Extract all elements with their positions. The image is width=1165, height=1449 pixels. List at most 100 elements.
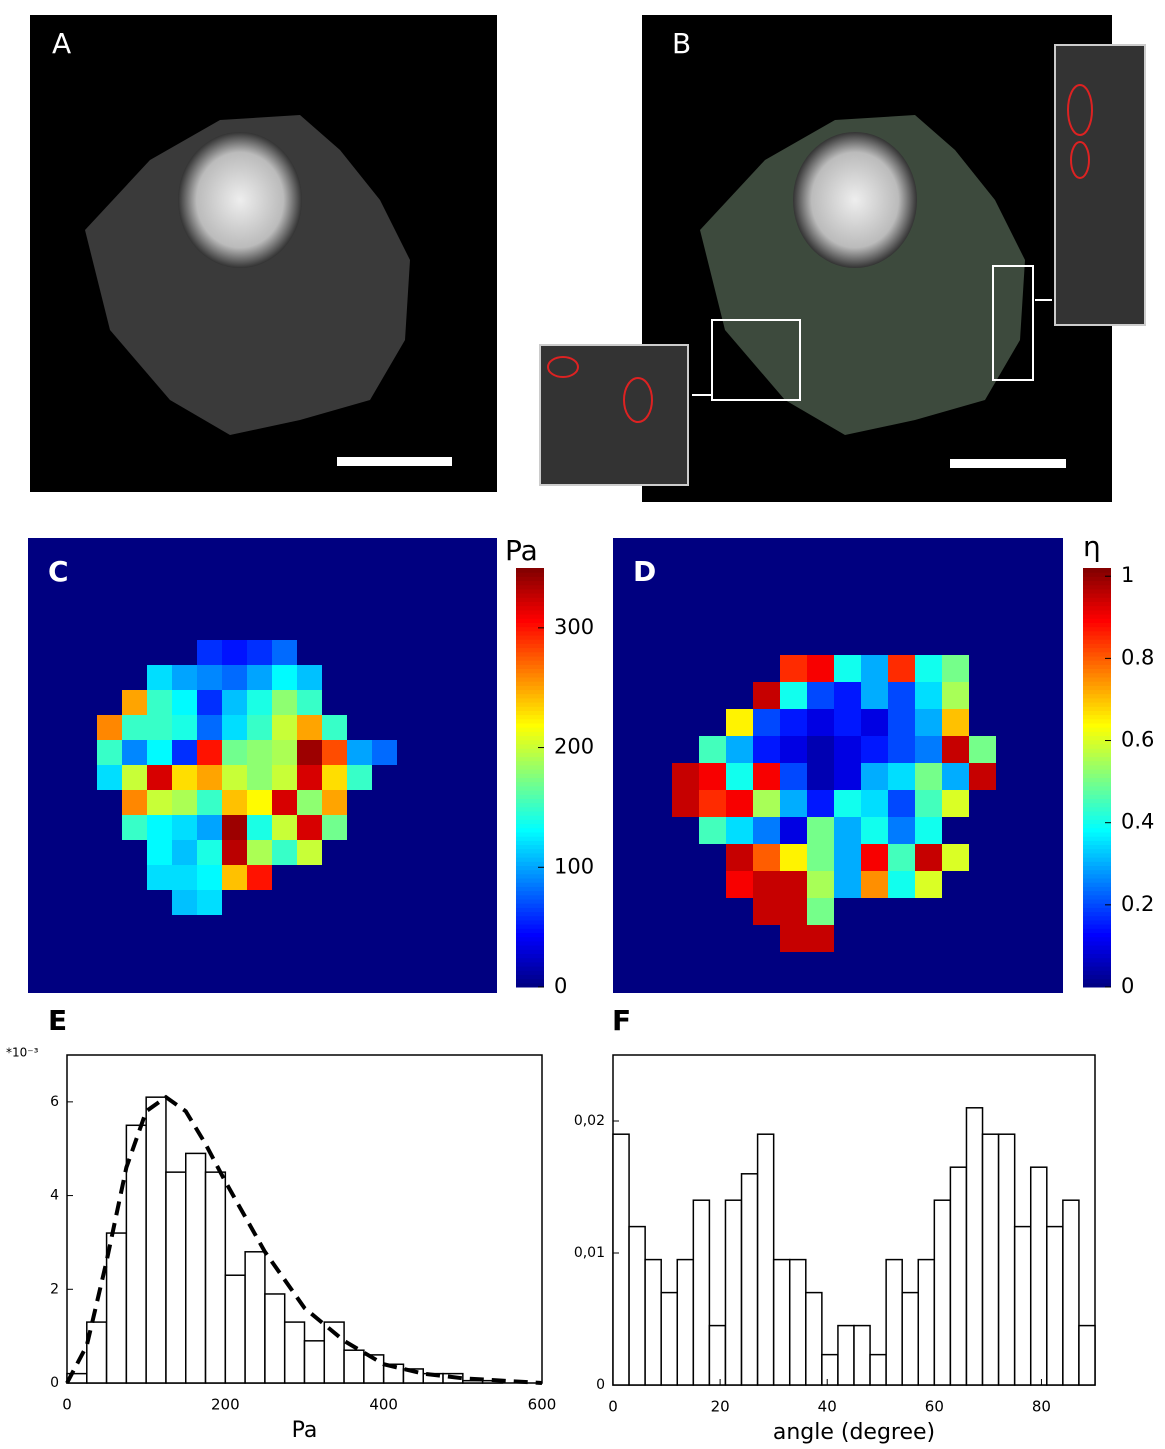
colorbar-segment [516, 798, 544, 804]
heatmap-cell [699, 736, 726, 763]
colorbar-segment [1083, 865, 1111, 871]
heatmap-cell [272, 715, 297, 740]
heatmap-cell [197, 665, 222, 690]
heatmap-cell [942, 763, 969, 790]
heatmap-cell [297, 765, 322, 790]
colorbar-segment [1083, 731, 1111, 737]
colorbar-segment [516, 811, 544, 816]
heatmap-cell [222, 665, 247, 690]
heatmap-cell [861, 790, 888, 817]
histogram-bar [1013, 1225, 1032, 1386]
colorbar-label: Pa [505, 534, 538, 567]
panel-label: B [672, 27, 691, 60]
colorbar-segment [1083, 769, 1111, 774]
colorbar-segment [1083, 635, 1111, 640]
histogram-bar [885, 1258, 903, 1386]
heatmap-cell [780, 682, 807, 709]
heatmap-cell [197, 840, 222, 865]
colorbar-segment [516, 940, 544, 946]
colorbar-segment [1083, 840, 1111, 846]
heatmap-cell [297, 840, 322, 865]
colorbar-segment [1083, 710, 1111, 716]
colorbar-segment [516, 572, 544, 577]
x-tick-label: 80 [1032, 1398, 1051, 1416]
colorbar-segment [1083, 593, 1111, 598]
colorbar-segment [1083, 794, 1111, 799]
histogram-bar [224, 1274, 246, 1384]
colorbar-segment [516, 966, 544, 971]
colorbar-segment [516, 655, 544, 661]
colorbar-segment [1083, 735, 1111, 741]
histogram-bar [821, 1353, 839, 1386]
colorbar-segment [1083, 702, 1111, 707]
y-tick-label: 4 [50, 1188, 59, 1204]
colorbar-segment [516, 915, 544, 921]
colorbar-segment [516, 668, 544, 674]
heatmap-cell [372, 740, 397, 765]
colorbar-segment [516, 806, 544, 812]
heatmap-cell [272, 840, 297, 865]
heatmap-cell [172, 890, 197, 915]
histogram-bar [628, 1225, 646, 1386]
colorbar-segment [1083, 609, 1111, 615]
heatmap-cell [753, 763, 780, 790]
colorbar-segment [1083, 743, 1111, 749]
colorbar-segment [1083, 852, 1111, 858]
x-tick-label: 20 [711, 1398, 730, 1416]
colorbar-segment [516, 639, 544, 644]
heatmap-cell [272, 665, 297, 690]
colorbar-segment [516, 970, 544, 975]
histogram-bar [949, 1166, 968, 1386]
colorbar-segment [1083, 622, 1111, 628]
colorbar-segment [516, 919, 544, 925]
heatmap-cell [915, 763, 942, 790]
colorbar-tick-label: 1 [1121, 563, 1134, 587]
heatmap-cell [197, 865, 222, 890]
colorbar-segment [1083, 630, 1111, 636]
heatmap-cell [807, 898, 834, 925]
histogram-bar [837, 1324, 855, 1386]
heatmap-cell [122, 790, 147, 815]
colorbar-tick-label: 0.2 [1121, 892, 1154, 916]
colorbar-segment [1083, 873, 1111, 879]
heatmap-cell [672, 790, 699, 817]
heatmap-cell [197, 640, 222, 665]
y-tick-label: 0 [50, 1375, 59, 1391]
colorbar-segment [516, 945, 544, 950]
colorbar-segment [1083, 815, 1111, 820]
heatmap-cell [807, 844, 834, 871]
heatmap-cell [780, 817, 807, 844]
colorbar-segment [516, 840, 544, 846]
heatmap-cell [172, 840, 197, 865]
colorbar-segment [516, 764, 544, 770]
heatmap-cell [197, 765, 222, 790]
colorbar-segment [516, 878, 544, 883]
histogram-bar [965, 1107, 984, 1386]
heatmap-cell [915, 817, 942, 844]
colorbar-segment [516, 982, 544, 988]
colorbar-segment [516, 718, 544, 724]
colorbar-tick-label: 0.8 [1121, 645, 1154, 669]
heatmap-cell [780, 790, 807, 817]
y-tick-label: 6 [50, 1094, 59, 1110]
colorbar-segment [1083, 802, 1111, 808]
colorbar-segment [1083, 940, 1111, 946]
heatmap-cell [753, 682, 780, 709]
colorbar-segment [1083, 790, 1111, 795]
panel-label: C [48, 555, 69, 588]
colorbar-segment [1083, 568, 1111, 573]
colorbar-segment [1083, 752, 1111, 758]
colorbar-segment [516, 890, 544, 896]
colorbar-segment [516, 777, 544, 783]
colorbar-segment [516, 873, 544, 879]
heatmap-cell [861, 763, 888, 790]
colorbar-segment [516, 735, 544, 741]
colorbar-segment [516, 899, 544, 904]
heatmap-cell [834, 790, 861, 817]
colorbar-segment [516, 626, 544, 632]
heatmap-cell [780, 763, 807, 790]
heatmap-cell [247, 765, 272, 790]
colorbar-segment [1083, 723, 1111, 728]
heatmap-cell [726, 736, 753, 763]
colorbar-tick-label: 200 [554, 735, 594, 759]
